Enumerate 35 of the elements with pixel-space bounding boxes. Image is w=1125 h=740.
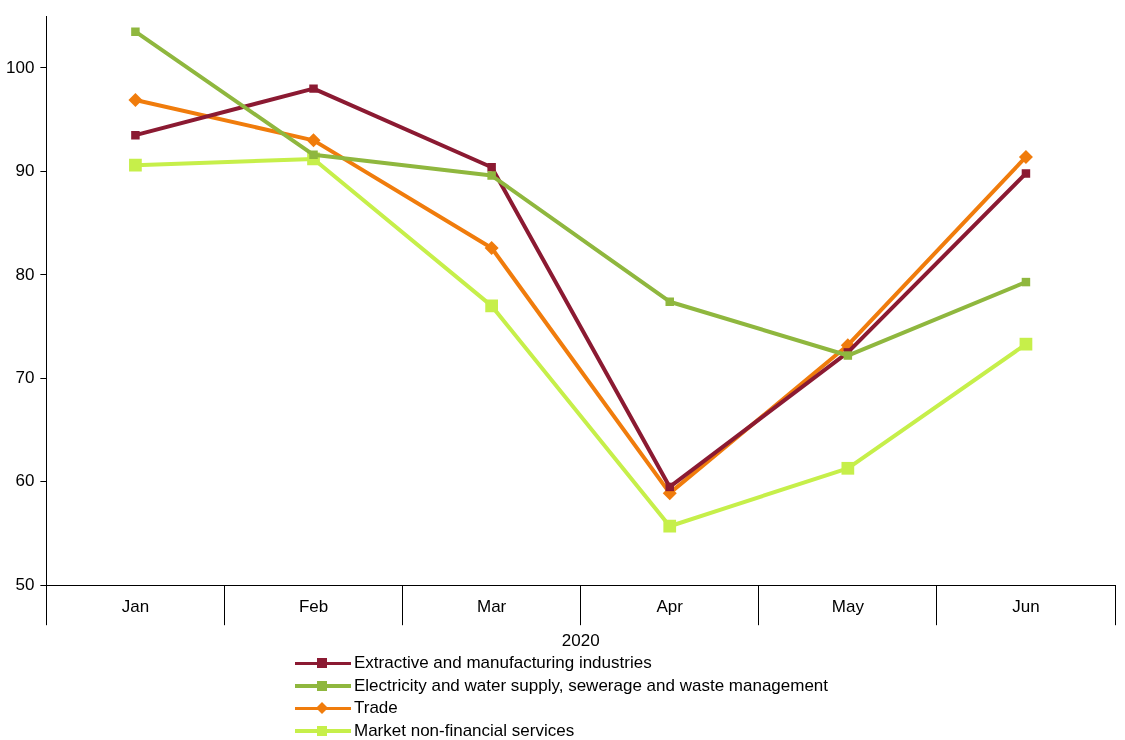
point [665,482,674,492]
x-tick-label: May [831,597,865,617]
legend-label: Extractive and manufacturing industries [354,653,652,674]
y-tick-label: 70 [15,367,35,387]
point [306,133,321,148]
y-tick-label: 90 [15,161,35,181]
x-tick-label: Jun [1012,597,1040,617]
legend-label: Trade [354,698,398,719]
point [1018,149,1033,164]
point [309,150,318,160]
x-tick-label: Feb [298,597,329,617]
point [487,171,496,180]
point [487,163,496,172]
point [129,158,142,172]
point [665,297,674,306]
point [131,130,140,140]
y-tick-label: 60 [15,471,35,491]
point [128,93,143,107]
x-tick-label: Mar [476,597,507,617]
y-tick-label: 50 [15,574,35,594]
point [1021,169,1031,178]
point [485,299,498,313]
point [309,84,318,93]
point [1019,337,1033,351]
x-tick-label: Apr [656,597,684,617]
point [841,461,855,475]
point [484,240,499,255]
y-tick-label: 100 [5,57,35,77]
point [663,519,677,533]
point [131,27,140,36]
legend-label: Market non-financial services [354,720,575,740]
legend-label: Electricity and water supply, sewerage and waste management [354,675,829,696]
y-tick-label: 80 [15,264,35,284]
x-tick-label: Jan [121,597,150,617]
x-axis-title: 2020 [561,631,600,651]
